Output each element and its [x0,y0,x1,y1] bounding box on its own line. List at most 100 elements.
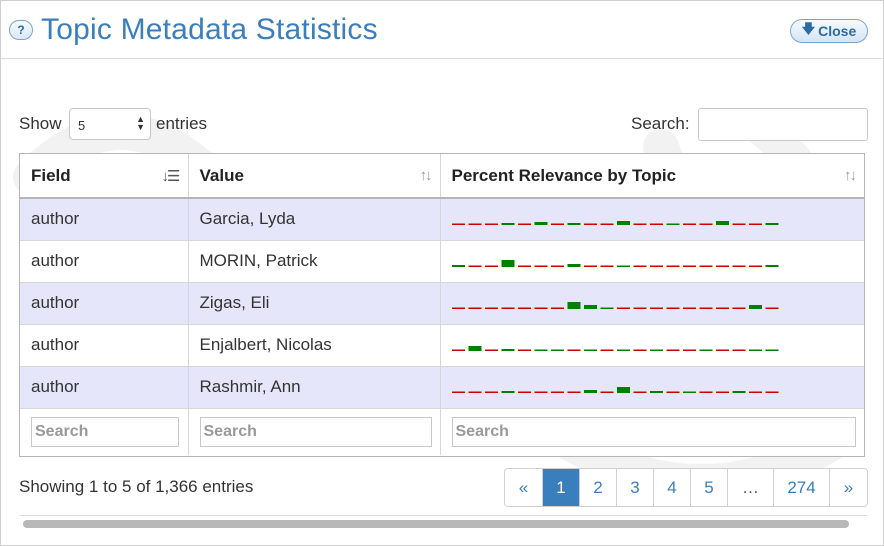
table-info-text: Showing 1 to 5 of 1,366 entries [19,477,254,496]
close-button-label: Close [818,23,857,39]
column-header-value-label: Value [199,165,244,185]
relevance-filter-input[interactable]: Search [451,416,856,447]
topic-bar [748,349,762,351]
topic-bar [666,349,679,351]
global-search-input[interactable] [698,108,868,141]
topic-sparkline-cell [440,324,864,367]
pagination-page-2[interactable]: 2 [580,469,617,506]
topic-bar [633,391,646,393]
pagination-page-3[interactable]: 3 [617,469,654,506]
page-title: Topic Metadata Statistics [41,13,378,46]
topic-bar [765,391,778,393]
topic-bar [649,307,663,309]
topic-relevance-sparkline [451,387,778,393]
pagination-next-button[interactable]: » [830,469,867,506]
topic-bar [583,390,597,393]
topic-bar [732,223,745,226]
topic-bar [517,391,531,393]
topic-bar [534,222,547,226]
close-button[interactable]: 🡇 Close [790,19,868,43]
topic-bar [699,223,712,226]
table-row[interactable]: author Garcia, Lyda [20,198,864,241]
column-header-percent-relevance[interactable]: Percent Relevance by Topic ↑↓ [440,154,864,199]
dialog-header: ? Topic Metadata Statistics 🡇 Close [1,1,883,59]
topic-bar [468,307,481,309]
topic-bar [633,307,646,309]
topic-bar [534,307,547,309]
topic-bar [699,307,712,309]
topic-bar [484,391,498,393]
topic-sparkline-cell [440,282,864,325]
value-cell: MORIN, Patrick [188,240,441,283]
topic-bar [550,265,564,267]
topic-bar [501,349,514,351]
pagination-page-1[interactable]: 1 [543,469,580,506]
table-row[interactable]: author Enjalbert, Nicolas [20,324,864,367]
topic-bar [616,265,630,267]
topic-bar [748,265,762,267]
topic-bar [666,223,679,226]
topic-bar [583,349,597,351]
topic-bar [633,265,646,267]
topic-bar [715,391,729,393]
topic-bar [732,265,745,267]
help-button[interactable]: ? [9,20,33,40]
pagination-ellipsis: … [728,469,774,506]
topic-bar [699,265,712,267]
table-row[interactable]: author Zigas, Eli [20,282,864,325]
column-header-field[interactable]: Field ↓☰ [20,154,189,199]
field-cell: author [20,198,189,241]
topic-bar [765,349,778,351]
topic-bar [583,223,597,226]
topic-bar [715,265,729,267]
table-row[interactable]: author MORIN, Patrick [20,240,864,283]
topic-bar [484,223,498,226]
topic-bar [600,391,613,393]
topic-bar [517,349,531,351]
field-filter-input[interactable]: Search [31,416,179,447]
topic-bar [765,265,778,267]
entries-per-page-select[interactable]: 5 ▲ ▼ [69,108,151,140]
topic-bar [484,307,498,309]
topic-bar [682,307,696,309]
topic-bar [633,223,646,226]
value-filter-input[interactable]: Search [199,416,432,447]
topic-bar [550,349,564,351]
topic-bar [616,349,630,351]
topic-bar [682,391,696,393]
topic-bar [484,349,498,351]
column-header-field-label: Field [31,165,71,185]
table-row[interactable]: author Rashmir, Ann [20,366,864,409]
topic-bar [765,307,778,309]
pagination-page-4[interactable]: 4 [654,469,691,506]
topic-bar [682,223,696,226]
horizontal-scrollbar[interactable] [19,515,867,529]
topic-bar [451,349,465,351]
topic-bar [666,265,679,267]
topic-bar [583,265,597,267]
topic-bar [567,264,580,267]
sort-both-icon: ↑↓ [844,167,857,184]
topic-relevance-sparkline [451,346,778,351]
show-label: Show [19,114,62,133]
topic-bar [649,391,663,393]
topic-bar [567,302,580,309]
topic-bar [468,265,481,267]
horizontal-scrollbar-thumb[interactable] [23,520,849,528]
topic-bar [616,307,630,309]
topic-bar [715,307,729,309]
topic-bar [484,265,498,267]
topic-bar [550,391,564,393]
topic-sparkline-cell [440,240,864,283]
search-label: Search: [631,114,690,133]
topic-sparkline-cell [440,366,864,409]
topic-bar [451,223,465,226]
pagination-previous-button[interactable]: « [505,469,543,506]
relevance-filter-cell: Search [440,408,864,455]
column-header-value[interactable]: Value ↑↓ [188,154,441,199]
field-cell: author [20,240,189,283]
pagination-page-5[interactable]: 5 [691,469,728,506]
pagination-page-last[interactable]: 274 [774,469,830,506]
topic-bar [567,223,580,226]
topic-bar [649,265,663,267]
